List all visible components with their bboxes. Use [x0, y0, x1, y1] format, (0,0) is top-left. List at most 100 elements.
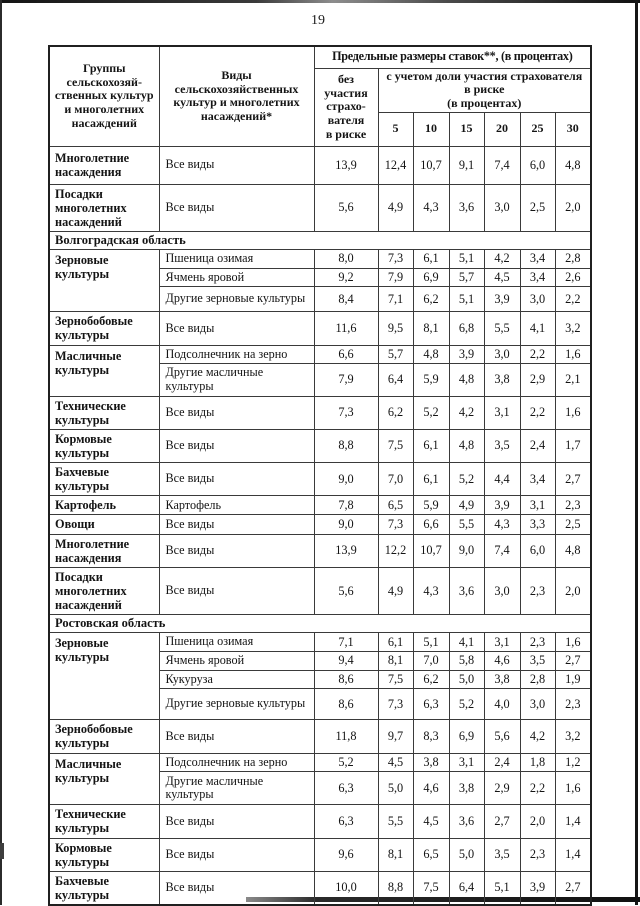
rate-value-cell: 4,3: [412, 183, 450, 232]
crop-group-cell: Зернобобовые культуры: [48, 311, 160, 346]
rate-value-cell: 3,0: [519, 688, 556, 721]
rate-value-cell: 7,1: [377, 286, 414, 313]
rate-value-cell: 7,5: [412, 870, 450, 906]
crop-kind-cell: Все виды: [158, 804, 315, 839]
rate-value-cell: 2,3: [554, 495, 592, 516]
rate-value-cell: 2,2: [519, 344, 556, 365]
rate-value-cell: 4,5: [377, 752, 414, 773]
rate-value-cell: 8,4: [313, 286, 379, 313]
rate-value-cell: 3,9: [483, 286, 521, 313]
table-row: Кукуруза 8,6 7,5 6,2 5,0 3,8 2,8 1,9: [49, 669, 592, 690]
rate-value-cell: 6,1: [377, 632, 414, 652]
crop-kind-cell: Другие масличные культуры: [158, 771, 315, 806]
table-row: Посадки многолетних насаждений Все виды 5,…: [48, 566, 592, 616]
rate-value-cell: 5,8: [448, 650, 485, 671]
rate-value-cell: 3,8: [412, 752, 450, 773]
rate-value-cell: 2,2: [519, 771, 556, 806]
table-row: Кормовые культуры Все виды 8,8 7,5 6,1 4,8 3,5…: [48, 428, 592, 464]
rate-value-cell: 3,0: [483, 344, 521, 365]
table-row: Картофель Картофель 7,8 6,5 5,9 4,9 3,9 3,1 2,3: [48, 495, 592, 516]
region-row: Волгоградская область: [48, 230, 592, 250]
rate-value-cell: 5,7: [377, 344, 414, 365]
table-row: Ячмень яровой 9,2 7,9 6,9 5,7 4,5 3,4 2,6: [49, 267, 592, 288]
table-row: Бахчевые культуры Все виды 10,0 8,8 7,5 6,4 5,…: [48, 870, 592, 906]
table-row: Зернобобовые культуры Все виды 11,8 9,7 8,3 6…: [48, 719, 592, 754]
rate-value-cell: 3,2: [554, 311, 592, 346]
rate-value-cell: 5,6: [483, 719, 521, 754]
rate-value-cell: 11,6: [313, 311, 379, 346]
rate-value-cell: 5,7: [448, 267, 485, 288]
crop-group-cell: Технические культуры: [48, 804, 160, 839]
rate-value-cell: 6,4: [448, 870, 485, 906]
rate-value-cell: 5,0: [448, 669, 485, 690]
rate-value-cell: 1,7: [554, 428, 592, 464]
rate-value-cell: 5,1: [448, 248, 485, 269]
rate-value-cell: 4,8: [448, 363, 485, 397]
rate-value-cell: 3,3: [519, 514, 556, 535]
rate-value-cell: 3,6: [448, 183, 485, 232]
rate-value-cell: 8,8: [377, 870, 414, 906]
rate-value-cell: 6,6: [412, 514, 450, 535]
rate-value-cell: 9,0: [448, 533, 485, 568]
rate-value-cell: 7,5: [377, 669, 414, 690]
rate-value-cell: 5,6: [313, 566, 379, 616]
rate-value-cell: 5,9: [412, 495, 450, 516]
crop-kind-cell: Все виды: [158, 311, 315, 346]
rate-value-cell: 5,1: [412, 632, 450, 652]
table-row: Масличные культуры Подсолнечник на зерно 5…: [48, 752, 592, 806]
crop-kind-cell: Другие масличные культуры: [158, 363, 315, 397]
rate-value-cell: 6,3: [313, 804, 379, 839]
rate-value-cell: 3,1: [448, 752, 485, 773]
rate-value-cell: 1,6: [554, 344, 592, 365]
table-row: Зернобобовые культуры Все виды 11,6 9,5 8,1 6…: [48, 311, 592, 346]
rates-table-body: Многолетние насаждения Все виды 13,9 12,4 10…: [48, 145, 592, 906]
rate-value-cell: 2,7: [483, 804, 521, 839]
rate-value-cell: 6,0: [519, 145, 556, 185]
crop-kind-cell: Все виды: [158, 395, 315, 430]
rate-value-cell: 2,0: [554, 183, 592, 232]
crop-kind-cell: Пшеница озимая: [158, 632, 315, 652]
rate-value-cell: 2,3: [519, 566, 556, 616]
rate-value-cell: 3,9: [519, 870, 556, 906]
crop-kind-cell: Кукуруза: [158, 669, 315, 690]
rate-value-cell: 6,2: [377, 395, 414, 430]
rate-value-cell: 4,3: [412, 566, 450, 616]
rate-value-cell: 2,5: [519, 183, 556, 232]
header-percent-col: 25: [519, 111, 556, 147]
table-row: Другие масличные культуры 7,9 6,4 5,9 4,8 3,8…: [49, 363, 592, 397]
crop-group-cell: Посадки многолетних насаждений: [48, 183, 160, 232]
rate-value-cell: 2,9: [483, 771, 521, 806]
rate-value-cell: 3,1: [483, 395, 521, 430]
crop-group-cell: Бахчевые культуры: [48, 870, 160, 906]
crop-kind-cell: Картофель: [158, 495, 315, 516]
rate-value-cell: 6,2: [412, 286, 450, 313]
crop-group-cell: Картофель: [48, 495, 160, 516]
rate-value-cell: 4,4: [483, 462, 521, 497]
rate-value-cell: 2,1: [554, 363, 592, 397]
rate-value-cell: 11,8: [313, 719, 379, 754]
header-crop-groups: Группы сельскохозяй- ственных культур и …: [48, 45, 160, 147]
rate-value-cell: 6,6: [313, 344, 379, 365]
rate-value-cell: 2,7: [554, 462, 592, 497]
rate-value-cell: 4,8: [554, 533, 592, 568]
rate-value-cell: 6,1: [412, 428, 450, 464]
rate-value-cell: 1,8: [519, 752, 556, 773]
rate-value-cell: 2,0: [519, 804, 556, 839]
crop-kind-cell: Все виды: [158, 462, 315, 497]
crop-kind-cell: Все виды: [158, 183, 315, 232]
rate-value-cell: 3,8: [483, 363, 521, 397]
header-percent-col: 15: [448, 111, 485, 147]
rate-value-cell: 4,2: [519, 719, 556, 754]
rate-value-cell: 7,0: [412, 650, 450, 671]
header-percent-row: 5 10 15 20 25 30: [49, 111, 592, 147]
rate-value-cell: 9,4: [313, 650, 379, 671]
rate-value-cell: 13,9: [313, 533, 379, 568]
rate-value-cell: 2,4: [483, 752, 521, 773]
rate-value-cell: 6,4: [377, 363, 414, 397]
rate-value-cell: 4,1: [519, 311, 556, 346]
rate-value-cell: 4,9: [448, 495, 485, 516]
rate-value-cell: 4,3: [483, 514, 521, 535]
table-row: Масличные культуры Подсолнечник на зерно 6…: [48, 344, 592, 397]
table-row: Технические культуры Все виды 6,3 5,5 4,5 3,6…: [48, 804, 592, 839]
rate-value-cell: 2,2: [519, 395, 556, 430]
